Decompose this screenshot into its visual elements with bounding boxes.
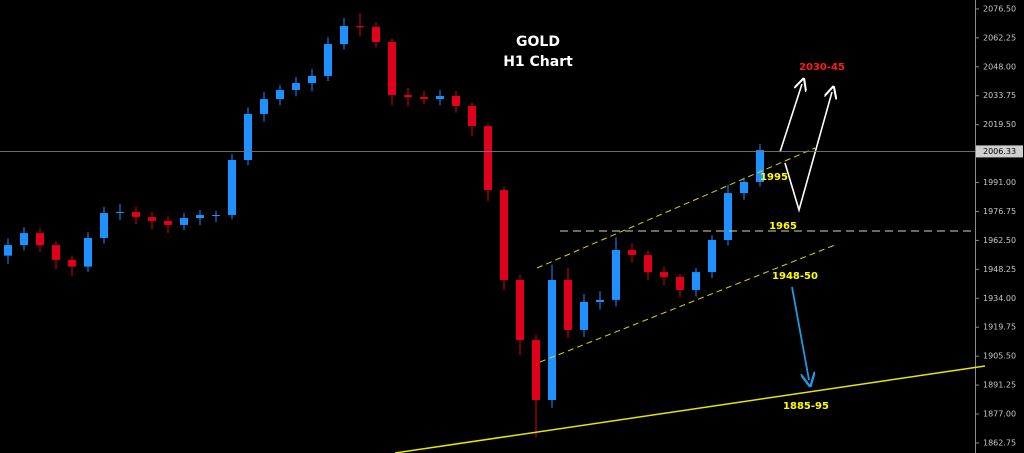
candle-body — [564, 280, 572, 330]
candle-body — [356, 25, 364, 28]
candle-body — [644, 255, 652, 273]
candle-body — [340, 25, 348, 45]
y-tick-label: 1877.00 — [983, 410, 1016, 419]
chart-subtitle: H1 Chart — [503, 54, 573, 70]
candle-body — [740, 181, 748, 194]
candle-body — [628, 249, 636, 256]
y-tick-label: 1962.50 — [983, 236, 1016, 245]
candle-body — [4, 245, 12, 256]
y-tick-label: 2062.25 — [983, 33, 1016, 42]
candle-body — [84, 237, 92, 267]
candle-body — [692, 272, 700, 290]
y-tick-label: 1891.25 — [983, 381, 1016, 390]
candle-body — [52, 245, 60, 260]
arrow — [784, 92, 832, 213]
candle-body — [660, 272, 668, 277]
candle-body — [260, 99, 268, 114]
y-tick-label: 2048.00 — [983, 62, 1016, 71]
candle-body — [532, 340, 540, 401]
candle-body — [612, 249, 620, 300]
annotation: 1885-95 — [783, 401, 829, 412]
current-price-label: 2006.33 — [983, 147, 1016, 156]
candle-body — [276, 89, 284, 100]
candle-body — [212, 215, 220, 217]
annotation: 1948-50 — [772, 271, 818, 282]
candle-body — [148, 217, 156, 221]
candle-body — [36, 233, 44, 246]
candle-body — [116, 211, 124, 213]
candle-body — [308, 75, 316, 84]
candle-body — [228, 160, 236, 216]
channel-upper — [536, 147, 816, 269]
candle-body — [100, 212, 108, 238]
y-tick-label: 2076.50 — [983, 4, 1016, 13]
candle-body — [548, 280, 556, 401]
candle-body — [708, 240, 716, 273]
candle-body — [180, 218, 188, 225]
candle-body — [756, 150, 764, 182]
candle-body — [372, 27, 380, 43]
candle-body — [324, 44, 332, 76]
y-tick-label: 2019.50 — [983, 120, 1016, 129]
arrow — [779, 84, 802, 153]
y-tick-label: 1948.25 — [983, 265, 1016, 274]
candle-body — [164, 220, 172, 225]
arrow — [791, 286, 809, 380]
candle-body — [596, 299, 604, 302]
channel-lower — [539, 244, 836, 363]
candle-body — [132, 211, 140, 218]
candle-body — [468, 105, 476, 127]
y-tick-label: 1934.00 — [983, 294, 1016, 303]
candle-body — [292, 83, 300, 90]
y-tick-label: 1991.00 — [983, 178, 1016, 187]
current-price-box — [976, 145, 1023, 158]
candle-body — [388, 42, 396, 96]
candle-body — [68, 259, 76, 267]
candle-body — [196, 215, 204, 219]
trend-line — [394, 365, 986, 453]
annotation: 2030-45 — [799, 62, 845, 73]
y-tick-label: 1976.75 — [983, 207, 1016, 216]
candle-body — [420, 97, 428, 100]
y-tick-label: 1862.75 — [983, 438, 1016, 447]
annotation: 1965 — [769, 221, 797, 232]
chart-title: GOLD — [516, 34, 560, 50]
y-tick-label: 1905.50 — [983, 352, 1016, 361]
candle-body — [404, 95, 412, 98]
candle-body — [436, 96, 444, 100]
y-tick-label: 2033.75 — [983, 91, 1016, 100]
annotation: 1995 — [760, 172, 788, 183]
candle-body — [580, 301, 588, 330]
candle-body — [516, 280, 524, 341]
candles — [4, 12, 764, 438]
candle-body — [500, 190, 508, 281]
y-tick-label: 1919.75 — [983, 323, 1016, 332]
candle-body — [20, 233, 28, 246]
candle-body — [244, 113, 252, 161]
candle-body — [484, 126, 492, 191]
candle-body — [724, 193, 732, 241]
candle-body — [452, 96, 460, 106]
candle-body — [676, 276, 684, 290]
